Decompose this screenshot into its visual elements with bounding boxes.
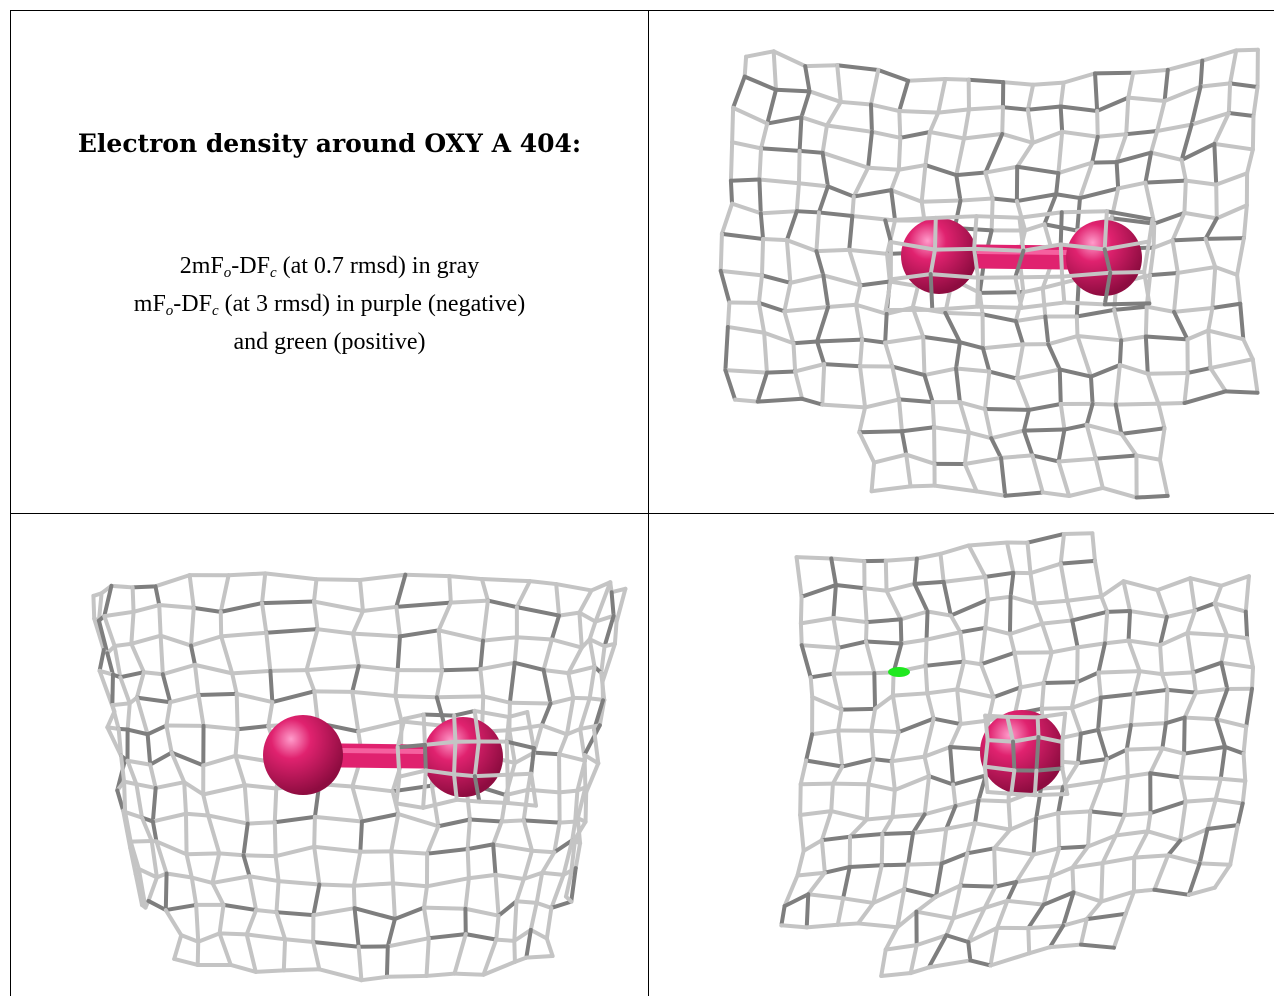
figure-table: Electron density around OXY A 404: 2mFo-… — [10, 10, 1274, 996]
view-bottom-right — [649, 514, 1274, 996]
legend-line-3: and green (positive) — [11, 323, 648, 361]
oxygen-atom — [980, 710, 1064, 794]
legend-line-1: 2mFo-DFc (at 0.7 rmsd) in gray — [11, 247, 648, 285]
figure-title: Electron density around OXY A 404: — [11, 129, 648, 158]
density-render-3 — [649, 514, 1274, 996]
view-top-right — [649, 11, 1274, 513]
mesh — [93, 573, 625, 980]
positive-density-blob — [888, 667, 910, 677]
view-bottom-left — [11, 514, 648, 996]
legend: 2mFo-DFc (at 0.7 rmsd) in gray mFo-DFc (… — [11, 247, 648, 361]
mesh — [721, 50, 1258, 498]
density-render-1 — [649, 11, 1274, 513]
legend-line-2: mFo-DFc (at 3 rmsd) in purple (negative) — [11, 285, 648, 323]
caption-cell: Electron density around OXY A 404: 2mFo-… — [11, 11, 648, 513]
oxygen-atom — [423, 717, 503, 797]
oxygen-atom — [901, 218, 977, 294]
density-render-2 — [11, 514, 648, 996]
oxygen-atom — [263, 715, 343, 795]
